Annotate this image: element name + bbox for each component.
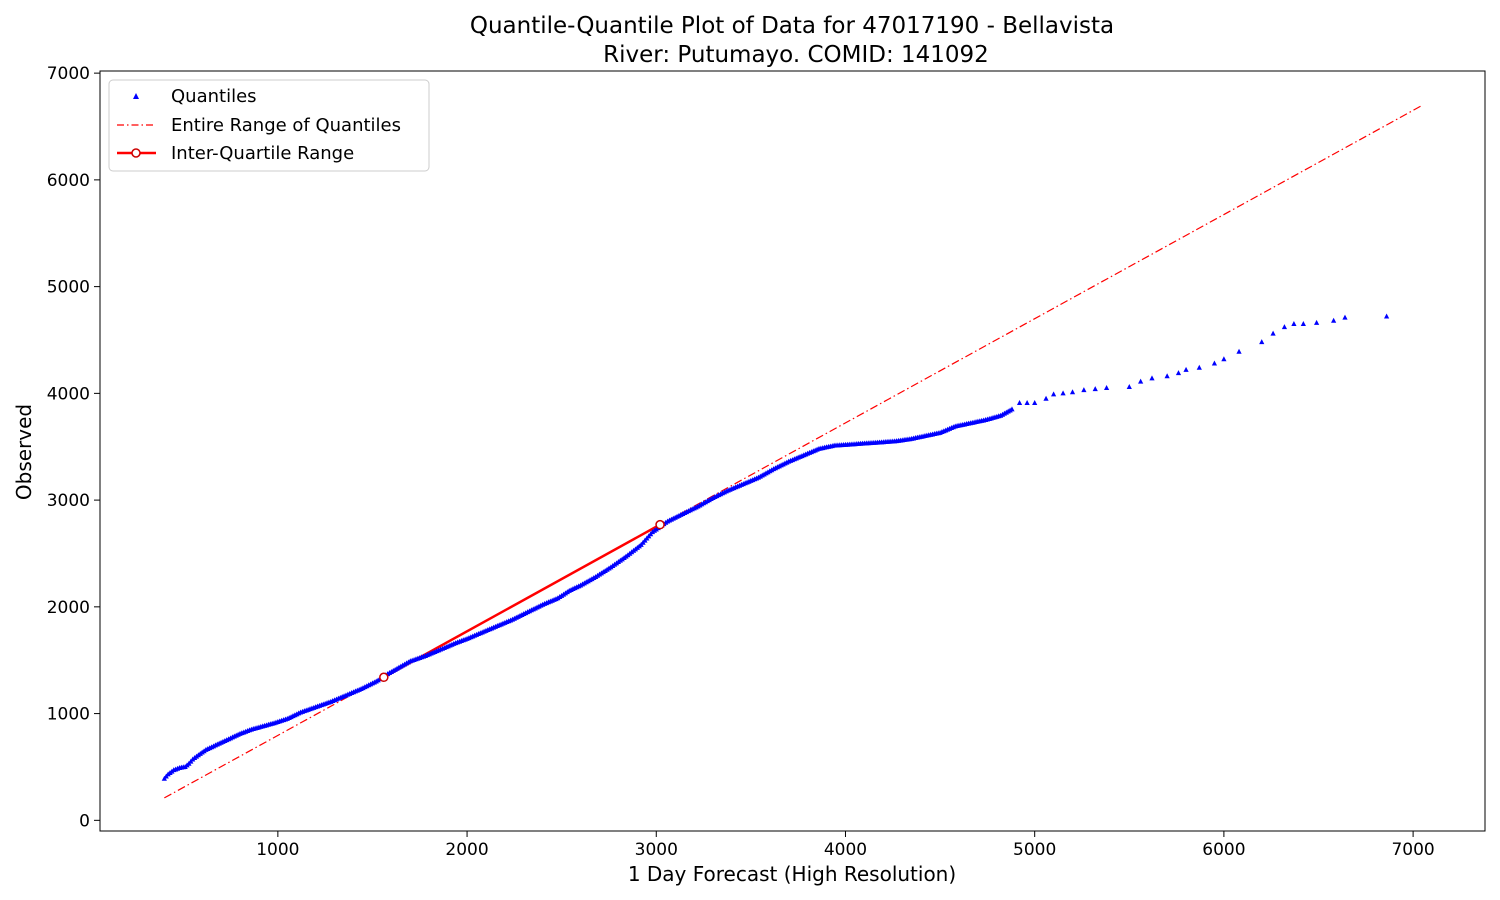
legend-box xyxy=(108,79,430,172)
quantile-point xyxy=(1009,406,1015,412)
y-tick-label: 6000 xyxy=(47,171,90,191)
quantile-point xyxy=(1291,320,1297,326)
legend-iqr-marker xyxy=(131,148,141,158)
x-axis-label: 1 Day Forecast (High Resolution) xyxy=(628,862,956,886)
quantile-point xyxy=(1211,360,1218,366)
plot-frame xyxy=(99,70,1486,832)
y-tick-label: 3000 xyxy=(47,491,90,511)
y-tick-label: 7000 xyxy=(47,64,90,84)
chart-title: Quantile-Quantile Plot of Data for 47017… xyxy=(470,13,1114,39)
quantile-point xyxy=(1092,386,1098,392)
quantile-point xyxy=(1342,314,1348,320)
quantile-point xyxy=(1081,387,1087,393)
quantile-point xyxy=(1384,313,1390,319)
quantiles-series xyxy=(161,313,1390,781)
quantile-point xyxy=(1103,385,1110,391)
quantile-point xyxy=(1138,378,1144,384)
x-tick-label: 4000 xyxy=(824,840,867,860)
x-axis-ticks: 1000 2000 3000 4000 5000 6000 7000 xyxy=(256,831,1435,860)
quantile-point xyxy=(1024,399,1030,405)
y-tick-label: 1000 xyxy=(47,705,90,725)
x-tick-label: 6000 xyxy=(1202,840,1245,860)
quantile-point xyxy=(1331,317,1337,323)
legend-iqr-label: Inter-Quartile Range xyxy=(171,143,354,164)
quantile-point xyxy=(1270,330,1276,336)
x-tick-label: 5000 xyxy=(1013,840,1056,860)
quantile-point xyxy=(1314,319,1320,325)
y-axis-ticks: 0 1000 2000 3000 4000 5000 6000 7000 xyxy=(47,64,100,831)
y-tick-label: 2000 xyxy=(47,598,90,618)
chart-subtitle: River: Putumayo. COMID: 141092 xyxy=(603,42,989,68)
legend-entire-range-label: Entire Range of Quantiles xyxy=(171,115,401,136)
x-tick-label: 2000 xyxy=(445,840,488,860)
quantile-point xyxy=(1051,391,1057,397)
y-tick-label: 5000 xyxy=(47,278,90,298)
x-tick-label: 3000 xyxy=(635,840,678,860)
y-tick-label: 4000 xyxy=(47,384,90,404)
quantile-point xyxy=(1300,320,1306,326)
quantile-point xyxy=(1060,390,1066,396)
quantile-point xyxy=(1183,366,1189,372)
quantile-point xyxy=(1164,373,1170,379)
quantile-point xyxy=(1069,389,1076,395)
x-tick-label: 7000 xyxy=(1391,840,1434,860)
quantile-point xyxy=(1236,348,1242,354)
quantile-point xyxy=(1221,356,1227,362)
quantile-point xyxy=(1281,324,1288,330)
inter-quartile-marker xyxy=(379,672,389,683)
y-tick-label: 0 xyxy=(79,811,90,831)
quantile-point xyxy=(1149,375,1155,381)
quantile-point xyxy=(1126,383,1132,389)
inter-quartile-line xyxy=(383,523,661,679)
inter-quartile-marker xyxy=(655,519,665,530)
quantile-point xyxy=(1016,399,1023,405)
quantile-point xyxy=(1175,370,1182,376)
x-tick-label: 1000 xyxy=(256,840,299,860)
quantile-point xyxy=(1043,395,1049,401)
legend-quantiles-marker xyxy=(133,93,139,99)
legend-quantiles-label: Quantiles xyxy=(171,86,257,107)
quantile-point xyxy=(1196,364,1202,370)
plot-area xyxy=(161,104,1423,799)
legend: Quantiles Entire Range of Quantiles Inte… xyxy=(108,79,430,172)
quantile-point xyxy=(1032,399,1038,405)
y-axis-label: Observed xyxy=(12,404,36,500)
quantile-point xyxy=(1259,339,1265,345)
